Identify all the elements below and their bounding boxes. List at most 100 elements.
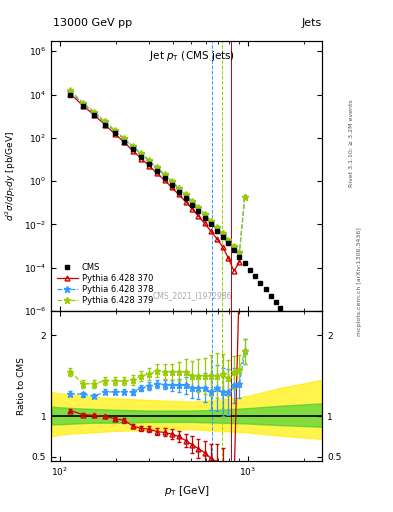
Pythia 6.428 378 xyxy=(68,89,73,95)
Pythia 6.428 379 xyxy=(122,135,127,141)
Pythia 6.428 379 xyxy=(242,194,247,200)
Pythia 6.428 370 xyxy=(196,213,201,219)
Pythia 6.428 370 xyxy=(190,206,195,212)
X-axis label: $p_\mathrm{T}$ [GeV]: $p_\mathrm{T}$ [GeV] xyxy=(164,484,209,498)
Pythia 6.428 378 xyxy=(226,238,231,244)
Pythia 6.428 379 xyxy=(231,243,236,249)
Pythia 6.428 370 xyxy=(130,148,135,154)
Pythia 6.428 378 xyxy=(139,151,144,157)
Pythia 6.428 379 xyxy=(226,237,231,243)
Pythia 6.428 370 xyxy=(226,255,231,261)
CMS xyxy=(196,208,201,215)
Text: mcplots.cern.ch [arXiv:1306.3436]: mcplots.cern.ch [arXiv:1306.3436] xyxy=(357,227,362,336)
Pythia 6.428 379 xyxy=(237,249,242,255)
Line: Pythia 6.428 379: Pythia 6.428 379 xyxy=(67,88,248,255)
Pythia 6.428 379 xyxy=(130,143,135,149)
Pythia 6.428 379 xyxy=(190,198,195,204)
Pythia 6.428 379 xyxy=(155,164,160,170)
Pythia 6.428 370 xyxy=(215,236,219,242)
CMS xyxy=(81,103,85,109)
CMS xyxy=(226,241,231,247)
Pythia 6.428 370 xyxy=(231,268,236,274)
CMS xyxy=(92,112,97,118)
Pythia 6.428 370 xyxy=(147,163,152,169)
Pythia 6.428 378 xyxy=(162,172,167,178)
Pythia 6.428 379 xyxy=(139,150,144,156)
CMS xyxy=(278,305,283,311)
Text: CMS_2021_I1972986: CMS_2021_I1972986 xyxy=(152,291,232,300)
Pythia 6.428 378 xyxy=(112,128,117,134)
Pythia 6.428 378 xyxy=(242,194,247,200)
Pythia 6.428 370 xyxy=(139,156,144,162)
CMS xyxy=(162,175,167,181)
Pythia 6.428 370 xyxy=(169,184,174,190)
Pythia 6.428 370 xyxy=(92,112,97,118)
CMS xyxy=(263,286,268,292)
Pythia 6.428 379 xyxy=(68,88,73,94)
CMS xyxy=(139,154,144,160)
CMS xyxy=(183,195,188,201)
CMS xyxy=(268,293,273,299)
CMS xyxy=(209,221,213,227)
Pythia 6.428 370 xyxy=(209,228,213,234)
Text: 13000 GeV pp: 13000 GeV pp xyxy=(53,18,132,28)
Pythia 6.428 379 xyxy=(162,171,167,177)
Pythia 6.428 379 xyxy=(202,211,207,217)
CMS xyxy=(231,247,236,253)
Pythia 6.428 379 xyxy=(220,230,225,237)
Pythia 6.428 378 xyxy=(190,199,195,205)
CMS xyxy=(202,215,207,221)
Pythia 6.428 370 xyxy=(220,244,225,250)
CMS xyxy=(190,202,195,208)
CMS xyxy=(237,253,242,260)
Pythia 6.428 370 xyxy=(155,170,160,177)
CMS xyxy=(68,92,73,98)
Pythia 6.428 379 xyxy=(169,178,174,184)
Pythia 6.428 378 xyxy=(202,212,207,218)
Pythia 6.428 378 xyxy=(130,144,135,150)
Pythia 6.428 379 xyxy=(92,109,97,115)
CMS xyxy=(248,267,252,273)
Pythia 6.428 378 xyxy=(103,119,107,125)
Pythia 6.428 379 xyxy=(183,191,188,197)
Pythia 6.428 370 xyxy=(183,199,188,205)
Legend: CMS, Pythia 6.428 370, Pythia 6.428 378, Pythia 6.428 379: CMS, Pythia 6.428 370, Pythia 6.428 378,… xyxy=(55,261,155,307)
Pythia 6.428 370 xyxy=(237,259,242,265)
Pythia 6.428 379 xyxy=(147,157,152,163)
CMS xyxy=(242,260,247,266)
Pythia 6.428 370 xyxy=(68,91,73,97)
Pythia 6.428 378 xyxy=(215,225,219,231)
Y-axis label: Ratio to CMS: Ratio to CMS xyxy=(17,357,26,415)
CMS xyxy=(258,280,263,286)
Pythia 6.428 370 xyxy=(112,131,117,137)
CMS xyxy=(220,234,225,241)
Pythia 6.428 378 xyxy=(176,186,181,192)
Pythia 6.428 378 xyxy=(220,231,225,238)
Line: Pythia 6.428 370: Pythia 6.428 370 xyxy=(68,92,242,273)
Pythia 6.428 378 xyxy=(183,192,188,198)
CMS xyxy=(112,131,117,137)
Pythia 6.428 378 xyxy=(155,165,160,172)
CMS xyxy=(103,122,107,128)
Pythia 6.428 370 xyxy=(103,122,107,128)
CMS xyxy=(155,168,160,175)
Pythia 6.428 370 xyxy=(122,139,127,145)
CMS xyxy=(253,273,258,279)
Pythia 6.428 379 xyxy=(215,224,219,230)
Pythia 6.428 378 xyxy=(231,244,236,250)
Pythia 6.428 379 xyxy=(196,204,201,210)
Y-axis label: $d^2\sigma/dp_\mathrm{T}dy$ [pb/GeV]: $d^2\sigma/dp_\mathrm{T}dy$ [pb/GeV] xyxy=(4,131,18,221)
Pythia 6.428 378 xyxy=(92,110,97,116)
CMS xyxy=(122,139,127,145)
CMS xyxy=(169,182,174,188)
CMS xyxy=(273,299,278,305)
Text: Jets: Jets xyxy=(302,18,322,28)
Pythia 6.428 370 xyxy=(202,220,207,226)
CMS xyxy=(215,228,219,234)
Pythia 6.428 379 xyxy=(81,100,85,106)
Pythia 6.428 379 xyxy=(103,118,107,124)
Pythia 6.428 370 xyxy=(162,177,167,183)
Pythia 6.428 379 xyxy=(209,218,213,224)
Pythia 6.428 378 xyxy=(169,179,174,185)
Pythia 6.428 379 xyxy=(176,185,181,191)
